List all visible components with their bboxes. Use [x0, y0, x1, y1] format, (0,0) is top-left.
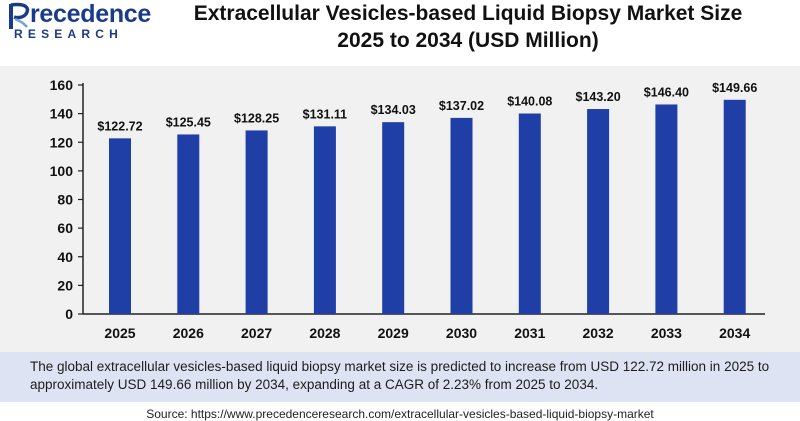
y-tick-label: 140 [50, 106, 74, 122]
chart-title: Extracellular Vesicles-based Liquid Biop… [193, 2, 743, 52]
bar-value-label: $122.72 [97, 119, 142, 133]
x-tick-label: 2034 [719, 325, 750, 341]
bar-value-label: $143.20 [576, 90, 621, 104]
y-tick-label: 40 [57, 249, 73, 265]
logo-p-icon [9, 2, 30, 29]
bar-chart: 0 20 40 60 80 100 120 140 160 $122.72 2025 $125.45 2… [50, 77, 765, 341]
bar-value-label: $149.66 [712, 81, 757, 95]
y-tick-label: 160 [50, 77, 74, 93]
bar [109, 138, 131, 314]
brand-logo[interactable]: recedence RESEARCH [8, 0, 151, 46]
bar-value-label: $131.11 [303, 107, 348, 121]
y-tick-label: 120 [50, 134, 74, 150]
y-tick-label: 60 [57, 220, 73, 236]
bar [382, 122, 405, 315]
bar-value-label: $125.45 [166, 115, 211, 129]
y-tick-label: 20 [57, 277, 73, 293]
header: recedence RESEARCH Extracellular Vesicle… [0, 0, 800, 64]
bar-value-label: $134.03 [371, 103, 416, 117]
bar-value-label: $137.02 [439, 99, 484, 113]
x-tick-label: 2033 [651, 325, 682, 341]
y-tick-label: 80 [57, 192, 73, 208]
x-tick-label: 2032 [583, 325, 614, 341]
brand-name: recedence [30, 0, 151, 28]
x-tick-label: 2026 [173, 325, 204, 341]
source-text: Source: https://www.precedenceresearch.c… [146, 407, 654, 421]
x-tick-label: 2027 [241, 325, 272, 341]
bar [245, 130, 268, 314]
bar [655, 104, 678, 314]
bar [177, 134, 200, 314]
y-tick-label: 0 [65, 306, 73, 322]
x-tick-label: 2029 [378, 325, 409, 341]
x-tick-label: 2028 [309, 325, 340, 341]
chart-area: 0 20 40 60 80 100 120 140 160 $122.72 2025 $125.45 2… [0, 66, 800, 352]
x-tick-label: 2025 [104, 325, 135, 341]
x-tick-label: 2031 [514, 325, 545, 341]
bar [587, 109, 610, 314]
bar [518, 113, 541, 314]
summary-text: The global extracellular vesicles-based … [30, 359, 770, 392]
x-tick-label: 2030 [446, 325, 477, 341]
bar [313, 126, 336, 314]
bar [450, 117, 473, 314]
brand-subtitle: RESEARCH [14, 27, 123, 41]
bar-value-label: $146.40 [644, 85, 689, 99]
bar-value-label: $140.08 [507, 95, 552, 109]
y-tick-label: 100 [50, 163, 74, 179]
summary-box: The global extracellular vesicles-based … [0, 352, 800, 402]
bar [723, 99, 746, 314]
bar-value-label: $128.25 [234, 111, 279, 125]
